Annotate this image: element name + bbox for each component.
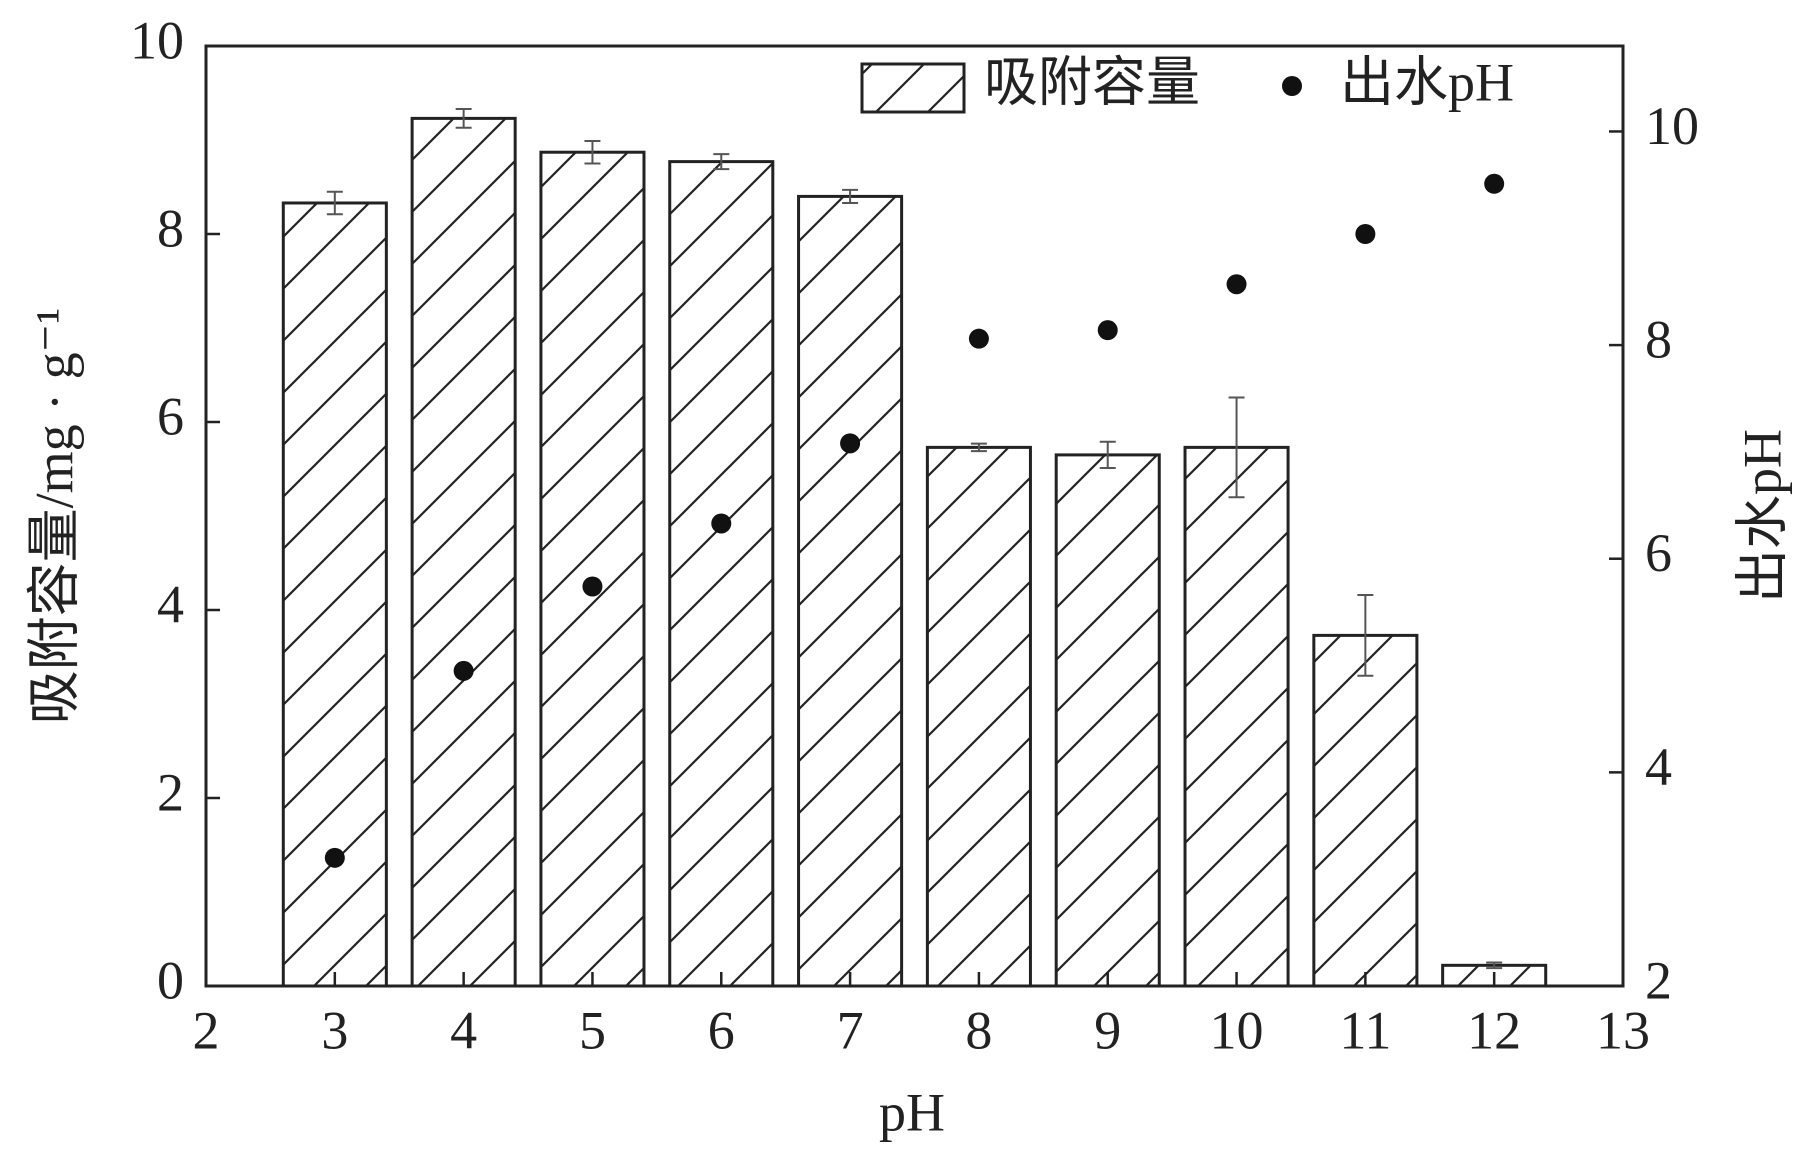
bar xyxy=(1054,453,1161,988)
legend-swatch xyxy=(860,62,966,114)
x-axis-label: pH xyxy=(879,1082,945,1142)
point xyxy=(840,433,861,454)
y-tick-label: 6 xyxy=(157,386,184,446)
y2-tick-label: 2 xyxy=(1645,950,1672,1010)
point xyxy=(711,513,732,534)
y-tick-label: 8 xyxy=(157,198,184,258)
legend-label: 出水pH xyxy=(1340,52,1514,112)
x-tick-label: 9 xyxy=(1094,1000,1121,1060)
bar xyxy=(281,201,388,988)
y-tick-label: 10 xyxy=(130,10,184,70)
y-tick-label: 0 xyxy=(157,950,184,1010)
x-tick-label: 7 xyxy=(837,1000,864,1060)
bar xyxy=(797,194,904,988)
error-bar xyxy=(1099,440,1116,470)
bar xyxy=(668,160,775,988)
error-bar xyxy=(455,107,472,129)
y-axis-label: 吸附容量/mg · g⁻¹ xyxy=(24,308,84,725)
bar xyxy=(1312,633,1419,988)
error-bar xyxy=(326,190,343,216)
bar xyxy=(539,150,646,988)
point xyxy=(453,660,474,681)
x-tick-label: 5 xyxy=(579,1000,606,1060)
point xyxy=(1484,173,1505,194)
error-bar xyxy=(842,188,859,204)
y2-tick-label: 6 xyxy=(1645,523,1672,583)
point xyxy=(1226,274,1247,295)
x-tick-label: 13 xyxy=(1596,1000,1650,1060)
bar xyxy=(1183,445,1290,988)
error-bar xyxy=(1357,593,1374,677)
x-tick-label: 8 xyxy=(965,1000,992,1060)
error-bar xyxy=(1228,396,1245,499)
point xyxy=(968,328,989,349)
point xyxy=(582,576,603,597)
x-tick-label: 3 xyxy=(321,1000,348,1060)
legend-marker xyxy=(1282,76,1302,96)
error-bar xyxy=(584,139,601,165)
legend-label: 吸附容量 xyxy=(984,52,1200,112)
y2-tick-label: 4 xyxy=(1645,737,1672,797)
point xyxy=(324,847,345,868)
error-bar xyxy=(1486,961,1503,970)
bar xyxy=(925,445,1032,988)
point xyxy=(1355,224,1376,244)
y2-tick-label: 10 xyxy=(1645,96,1699,156)
error-bar xyxy=(713,153,730,171)
bar xyxy=(410,116,517,988)
plot-frame xyxy=(204,44,1625,988)
error-bar xyxy=(970,442,987,453)
y-tick-label: 2 xyxy=(157,762,184,822)
x-tick-label: 2 xyxy=(193,1000,220,1060)
x-tick-label: 10 xyxy=(1210,1000,1264,1060)
point xyxy=(1097,320,1118,341)
y-tick-label: 4 xyxy=(157,574,184,634)
x-tick-label: 6 xyxy=(708,1000,735,1060)
x-tick-label: 11 xyxy=(1339,1000,1391,1060)
x-tick-label: 12 xyxy=(1467,1000,1521,1060)
x-tick-label: 4 xyxy=(450,1000,477,1060)
y2-tick-label: 8 xyxy=(1645,309,1672,369)
y2-axis-label: 出水pH xyxy=(1732,429,1792,603)
